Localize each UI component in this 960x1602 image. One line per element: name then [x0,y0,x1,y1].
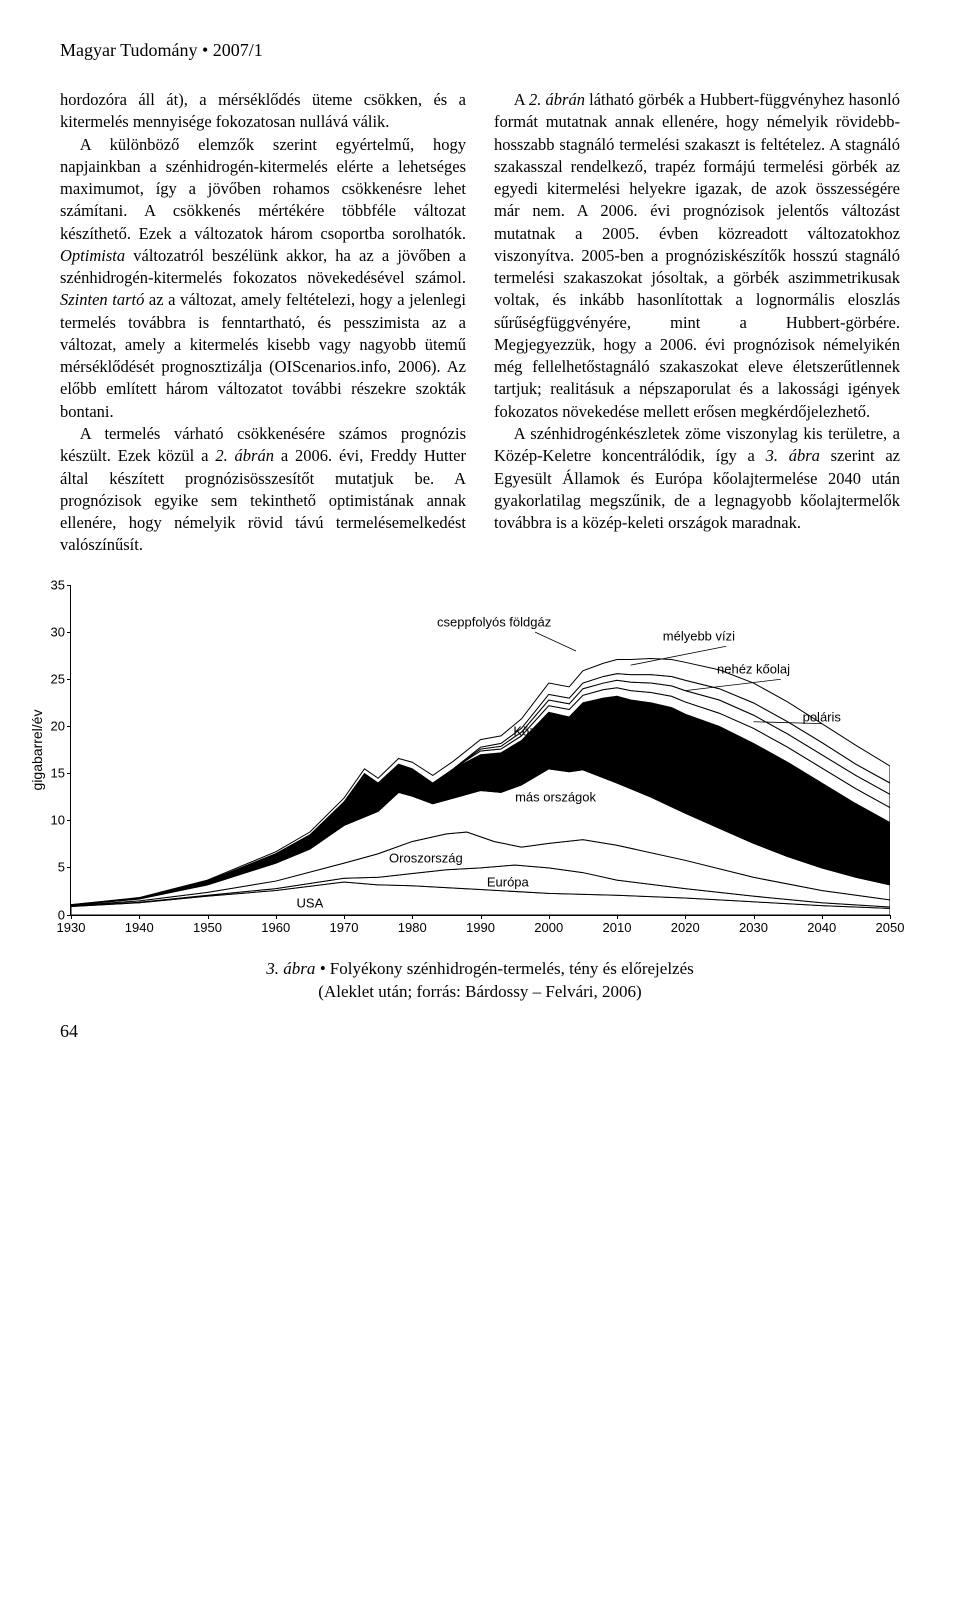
chart-annotation: USA [297,896,324,911]
text: A [514,90,529,109]
chart-annotation: nehéz kőolaj [717,662,790,677]
x-tick-label: 1970 [330,920,359,935]
text: A különböző elemzők szerint egyértelmű, … [60,135,466,243]
chart-annotation: Európa [487,874,529,889]
leader-line [535,632,576,651]
x-tick-label: 1930 [57,920,86,935]
x-tick-label: 2040 [807,920,836,935]
right-para-2: A szénhidrogénkészletek zöme viszonylag … [494,423,900,534]
figure-number: 3. ábra • [266,959,325,978]
page-number: 64 [60,1021,900,1042]
x-tick-mark [208,915,209,919]
left-para-2: A különböző elemzők szerint egyértelmű, … [60,134,466,423]
left-column: hordozóra áll át), a mérséklődés üteme c… [60,89,466,557]
figure-source: (Aleklet után; forrás: Bárdossy – Felvár… [318,982,641,1001]
chart-annotation: Közép-Kelet [513,723,584,738]
text: látható görbék a Hubbert-függvényhez has… [494,90,900,421]
x-tick-label: 2000 [534,920,563,935]
y-tick-label: 5 [43,860,65,875]
x-tick-label: 2020 [671,920,700,935]
figure-title: Folyékony szénhidrogén-termelés, tény és… [330,959,694,978]
right-para-1: A 2. ábrán látható görbék a Hubbert-függ… [494,89,900,423]
left-para-3: A termelés várható csökkenésére számos p… [60,423,466,557]
x-tick-label: 2030 [739,920,768,935]
left-para-1: hordozóra áll át), a mérséklődés üteme c… [60,89,466,134]
x-tick-label: 1940 [125,920,154,935]
figure-ref: 2. ábrán [215,446,274,465]
chart-annotation: Oroszország [389,851,463,866]
x-tick-label: 1960 [261,920,290,935]
figure-caption: 3. ábra • Folyékony szénhidrogén-termelé… [60,958,900,1004]
y-tick-label: 35 [43,577,65,592]
x-tick-mark [617,915,618,919]
y-tick-mark [67,585,71,586]
figure-ref: 2. ábrán [529,90,585,109]
y-tick-mark [67,867,71,868]
italic-term: Optimista [60,246,125,265]
y-tick-mark [67,679,71,680]
text: az a változat, amely feltételezi, hogy a… [60,290,466,420]
x-tick-mark [685,915,686,919]
text: hordozóra áll át), a mérséklődés üteme c… [60,90,466,131]
chart-annotation: cseppfolyós földgáz [437,615,551,630]
x-tick-mark [139,915,140,919]
body-columns: hordozóra áll át), a mérséklődés üteme c… [60,89,900,557]
figure-ref: 3. ábra [766,446,820,465]
y-tick-label: 10 [43,813,65,828]
x-tick-mark [890,915,891,919]
y-tick-mark [67,820,71,821]
italic-term: Szinten tartó [60,290,144,309]
x-tick-mark [71,915,72,919]
x-tick-label: 2010 [603,920,632,935]
stacked-area-chart: gigabarrel/év 05101520253035193019401950… [70,585,890,916]
x-tick-mark [276,915,277,919]
chart-annotation: mélyebb vízi [663,629,735,644]
chart-svg-layer [71,585,890,915]
y-tick-mark [67,632,71,633]
x-tick-mark [549,915,550,919]
figure-3: gigabarrel/év 05101520253035193019401950… [60,585,900,1004]
x-tick-mark [754,915,755,919]
x-tick-label: 2050 [876,920,905,935]
right-column: A 2. ábrán látható görbék a Hubbert-függ… [494,89,900,557]
running-head: Magyar Tudomány • 2007/1 [60,40,900,61]
x-tick-mark [344,915,345,919]
x-tick-mark [412,915,413,919]
y-tick-label: 20 [43,719,65,734]
x-tick-label: 1990 [466,920,495,935]
y-tick-mark [67,726,71,727]
chart-annotation: más országok [515,789,596,804]
y-tick-mark [67,773,71,774]
chart-annotation: poláris [803,709,841,724]
x-tick-mark [822,915,823,919]
y-tick-label: 15 [43,766,65,781]
x-tick-label: 1980 [398,920,427,935]
x-tick-mark [481,915,482,919]
y-tick-label: 30 [43,624,65,639]
x-tick-label: 1950 [193,920,222,935]
y-tick-label: 25 [43,671,65,686]
